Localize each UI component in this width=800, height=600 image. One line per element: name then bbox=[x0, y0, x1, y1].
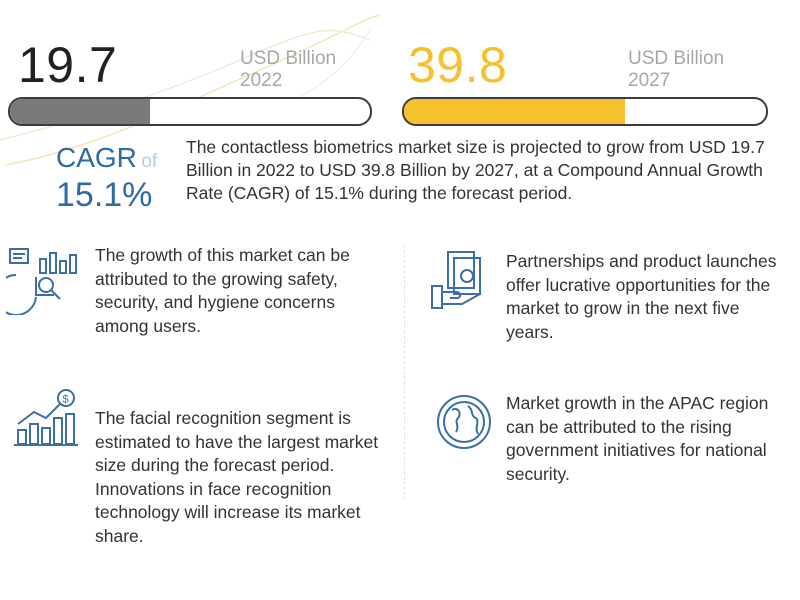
svg-text:$: $ bbox=[63, 394, 69, 406]
market-value-2027: 39.8 bbox=[408, 37, 508, 93]
column-divider bbox=[404, 245, 405, 500]
region-text: Market growth in the APAC region can be … bbox=[506, 393, 769, 484]
bar-growth-dollar-icon: $ bbox=[14, 389, 78, 446]
unit-label: USD Billion bbox=[240, 48, 337, 69]
market-unit-2022: USD Billion 2022 bbox=[240, 48, 336, 92]
year-label: 2027 bbox=[628, 70, 671, 91]
unit-label: USD Billion bbox=[628, 48, 725, 69]
market-value-2022: 19.7 bbox=[18, 37, 118, 93]
cagr-block: CAGR of 15.1% bbox=[56, 142, 181, 215]
progress-fill-2027 bbox=[404, 99, 625, 124]
insight-text: The growth of this market can be attribu… bbox=[95, 245, 350, 336]
progress-bar-2022 bbox=[8, 97, 372, 126]
money-hand-icon bbox=[431, 251, 481, 309]
market-summary: The contactless biometrics market size i… bbox=[186, 137, 765, 203]
globe-icon bbox=[437, 395, 491, 449]
segment-text: The facial recognition segment is estima… bbox=[95, 408, 379, 546]
cagr-label: CAGR bbox=[56, 142, 137, 173]
cagr-value: 15.1% bbox=[56, 176, 153, 214]
cagr-of: of bbox=[141, 151, 158, 172]
market-unit-2027: USD Billion 2027 bbox=[628, 48, 724, 92]
chart-analysis-icon bbox=[6, 248, 77, 315]
opportunity-text: Partnerships and product launches offer … bbox=[506, 251, 777, 342]
progress-bar-2027 bbox=[402, 97, 768, 126]
year-label: 2022 bbox=[240, 70, 283, 91]
progress-fill-2022 bbox=[10, 99, 151, 124]
